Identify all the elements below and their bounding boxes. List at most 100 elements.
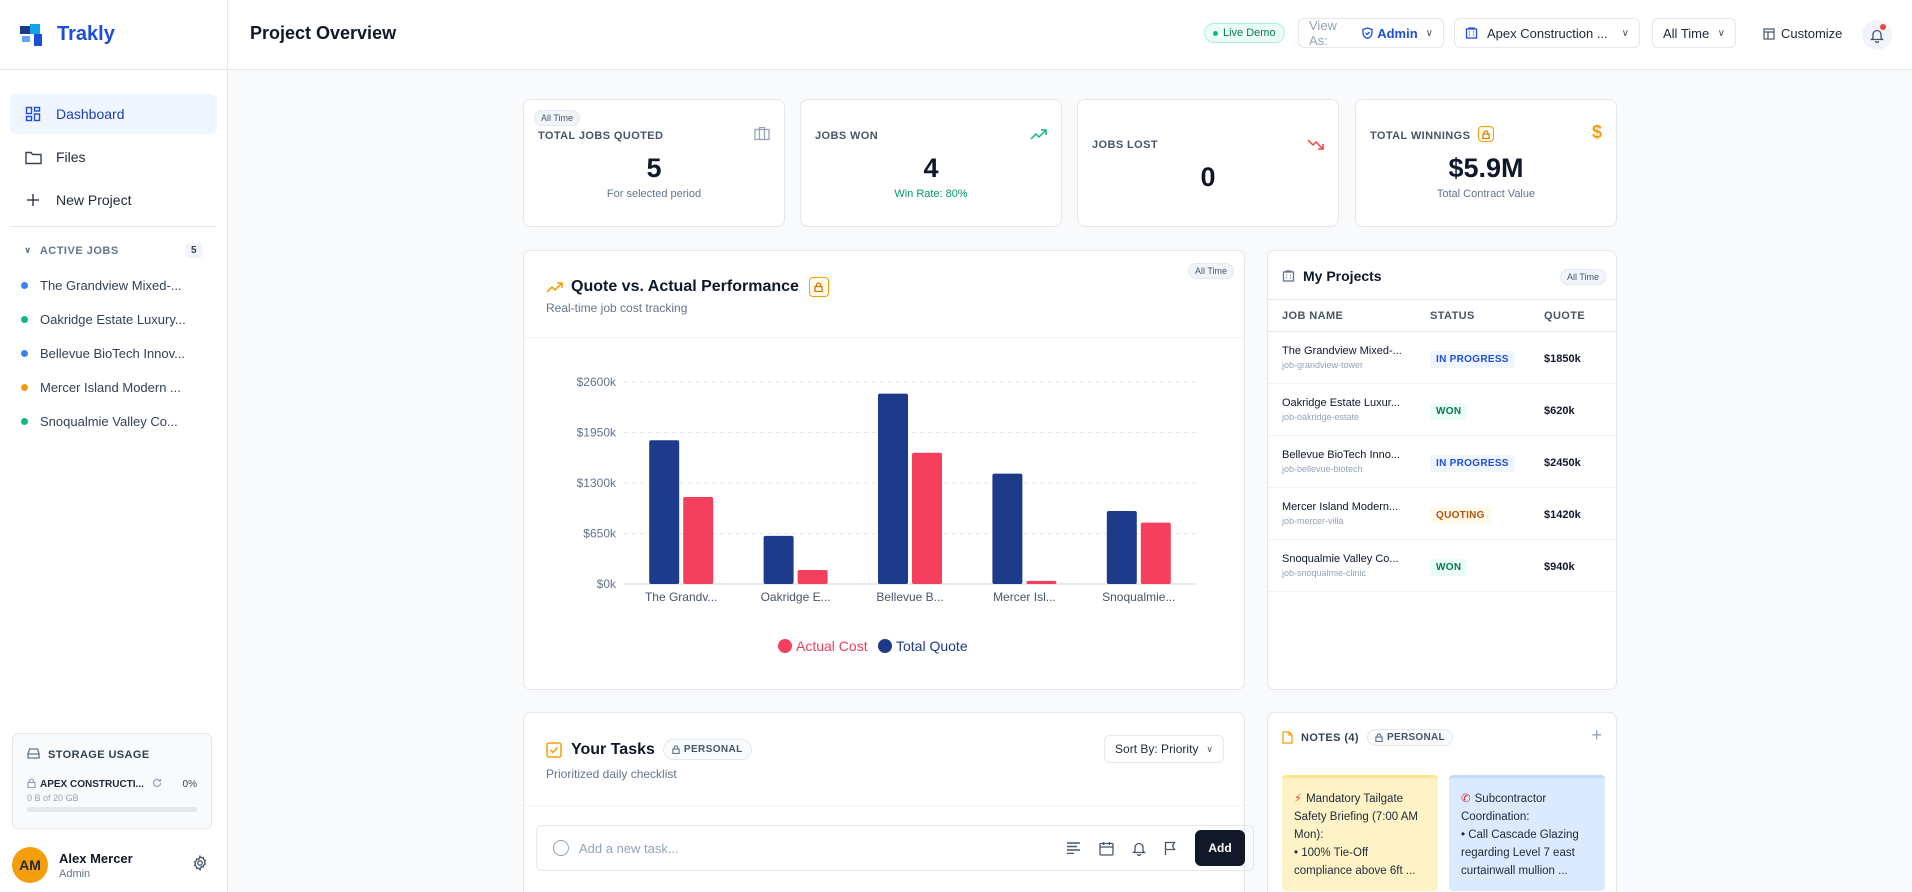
note-line: Mandatory Tailgate <box>1306 793 1404 805</box>
refresh-icon[interactable] <box>152 778 162 791</box>
kpi-sub: For selected period <box>606 188 702 200</box>
company-selector[interactable]: Apex Construction ... ∨ <box>1454 18 1640 48</box>
notifications-button[interactable] <box>1862 20 1892 50</box>
user-profile[interactable]: AM Alex Mercer Admin <box>0 838 228 892</box>
bell-icon[interactable] <box>1132 841 1146 856</box>
project-quote: $2450k <box>1544 456 1581 469</box>
y-tick-label: $0k <box>597 577 617 591</box>
lock-icon <box>672 745 680 754</box>
sort-dropdown[interactable]: Sort By: Priority ∨ <box>1104 735 1224 763</box>
kpi-value: 0 <box>1200 162 1216 192</box>
column-header: STATUS <box>1430 299 1544 332</box>
phone-icon: ✆ <box>1461 793 1471 805</box>
flag-icon[interactable] <box>1164 841 1177 856</box>
tasks-subtitle: Prioritized daily checklist <box>546 767 677 781</box>
table-row[interactable]: Snoqualmie Valley Co... job-snoqualmie-cl… <box>1268 539 1616 592</box>
legend-label: Actual Cost <box>796 638 868 654</box>
note-line: Coordination: <box>1461 811 1530 823</box>
bar-actual-cost <box>1026 580 1057 584</box>
bar-total-quote <box>763 535 794 584</box>
project-name: Bellevue BioTech Inno... <box>1282 449 1401 461</box>
bar-actual-cost <box>1140 522 1171 584</box>
view-as-dropdown[interactable]: View As: Admin ∨ <box>1298 18 1444 48</box>
layout-icon <box>1763 27 1775 40</box>
job-label: Snoqualmie Valley Co... <box>40 413 178 429</box>
customize-label: Customize <box>1781 26 1843 41</box>
sidebar-item-dashboard[interactable]: Dashboard <box>10 94 217 134</box>
status-badge: IN PROGRESS <box>1430 350 1515 368</box>
legend-label: Total Quote <box>896 638 968 654</box>
personal-badge: PERSONAL <box>662 739 752 760</box>
personal-badge: PERSONAL <box>1367 729 1453 746</box>
brand[interactable]: Trakly <box>0 0 227 70</box>
y-tick-label: $2600k <box>577 375 617 389</box>
job-label: Mercer Island Modern ... <box>40 379 181 395</box>
sidebar-job-item[interactable]: Oakridge Estate Luxury... <box>0 302 227 336</box>
calendar-icon[interactable] <box>1099 841 1114 856</box>
dollar-icon: $ <box>1591 122 1602 142</box>
note-card[interactable]: ✆ Subcontractor Coordination: • Call Cascad… <box>1449 775 1605 891</box>
x-tick-label: Snoqualmie... <box>1102 590 1175 604</box>
active-jobs-header[interactable]: ∨ ACTIVE JOBS 5 <box>0 227 227 268</box>
sidebar-job-item[interactable]: The Grandview Mixed-... <box>0 268 227 302</box>
legend-swatch <box>878 639 892 653</box>
live-demo-badge: Live Demo <box>1204 23 1285 43</box>
dashboard-icon <box>24 105 42 123</box>
table-row[interactable]: Bellevue BioTech Inno... job-bellevue-bio… <box>1268 435 1616 488</box>
storage-percent: 0% <box>182 779 197 790</box>
bar-total-quote <box>1106 510 1137 584</box>
status-dot-icon <box>21 349 28 357</box>
status-dot-icon <box>21 383 28 391</box>
note-line: Safety Briefing (7:00 AM <box>1294 811 1419 823</box>
notes-title: NOTES (4) <box>1301 731 1359 744</box>
period-tag: All Time <box>1559 269 1606 285</box>
kpi-total-jobs-quoted: All Time TOTAL JOBS QUOTED 5 For selecte… <box>523 99 785 227</box>
sidebar-job-item[interactable]: Snoqualmie Valley Co... <box>0 404 227 438</box>
add-note-button[interactable]: + <box>1591 725 1602 745</box>
customize-button[interactable]: Customize <box>1763 26 1842 41</box>
x-tick-label: Mercer Isl... <box>993 590 1056 604</box>
performance-subtitle: Real-time job cost tracking <box>546 301 688 315</box>
status-badge: WON <box>1430 402 1468 420</box>
sort-label: Sort By: Priority <box>1115 742 1199 756</box>
sidebar-job-item[interactable]: Mercer Island Modern ... <box>0 370 227 404</box>
tasks-title: Your Tasks <box>571 740 655 758</box>
sidebar-item-new-project[interactable]: New Project <box>10 180 217 220</box>
status-dot-icon <box>21 417 28 425</box>
sidebar: Trakly Dashboard Files New Project ∨ ACT… <box>0 0 228 892</box>
avatar: AM <box>12 847 48 883</box>
table-row[interactable]: The Grandview Mixed-... job-grandview-tow… <box>1268 331 1616 384</box>
gear-icon[interactable] <box>192 854 208 876</box>
sidebar-job-item[interactable]: Bellevue BioTech Innov... <box>0 336 227 370</box>
personal-label: PERSONAL <box>683 744 743 755</box>
kpi-label: JOBS WON <box>815 130 879 142</box>
active-jobs-count: 5 <box>184 243 203 258</box>
projects-table-body: The Grandview Mixed-... job-grandview-tow… <box>1268 331 1616 592</box>
task-input[interactable]: Add a new task... <box>579 840 679 856</box>
status-badge: WON <box>1430 558 1468 576</box>
table-row[interactable]: Mercer Island Modern... job-mercer-villa Q… <box>1268 487 1616 540</box>
project-name: Oakridge Estate Luxur... <box>1282 397 1401 409</box>
active-jobs-list: The Grandview Mixed-... Oakridge Estate … <box>0 268 227 438</box>
job-label: Oakridge Estate Luxury... <box>40 311 186 327</box>
card-divider <box>524 337 1244 338</box>
sidebar-item-label: Files <box>56 149 86 165</box>
briefcase-icon <box>754 126 770 146</box>
kpi-value: 5 <box>646 153 662 183</box>
add-task-button[interactable]: Add <box>1195 830 1245 866</box>
active-jobs-label: ACTIVE JOBS <box>39 244 119 257</box>
table-row[interactable]: Oakridge Estate Luxur... job-oakridge-est… <box>1268 383 1616 436</box>
description-icon[interactable] <box>1066 842 1081 854</box>
trakly-logo-icon <box>20 23 48 46</box>
job-label: The Grandview Mixed-... <box>40 277 182 293</box>
trending-down-icon <box>1307 137 1324 155</box>
column-header: JOB NAME <box>1268 299 1430 332</box>
note-card[interactable]: ⚡︎ Mandatory Tailgate Safety Briefing (7:0… <box>1282 775 1438 891</box>
sidebar-item-files[interactable]: Files <box>10 137 217 177</box>
view-as-label: View As: <box>1309 18 1337 48</box>
period-selector[interactable]: All Time ∨ <box>1652 18 1736 48</box>
shield-icon <box>1362 27 1373 39</box>
notes-card: NOTES (4) PERSONAL + ⚡︎ Mandatory Tailgat… <box>1267 712 1617 892</box>
x-tick-label: Oakridge E... <box>761 590 831 604</box>
sidebar-divider <box>10 226 217 227</box>
